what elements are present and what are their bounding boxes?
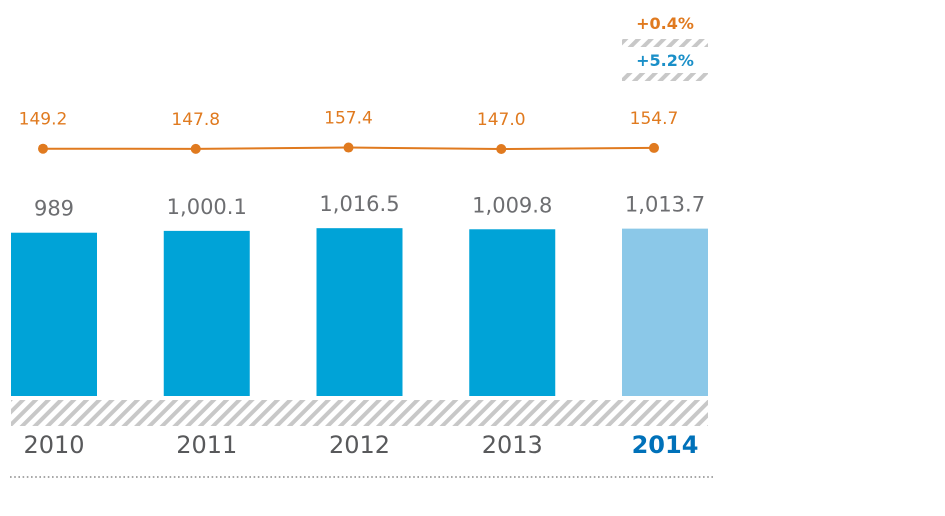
line-value-label-2014: 154.7 xyxy=(630,109,679,129)
line-value-label-2013: 147.0 xyxy=(477,110,526,130)
bar-2014 xyxy=(622,228,708,396)
bar-2013 xyxy=(469,229,556,396)
bar-value-label-2010: 989 xyxy=(34,197,74,221)
line-point-2011 xyxy=(190,143,201,154)
bars-layer xyxy=(11,228,708,396)
year-label-2011: 2011 xyxy=(176,431,237,459)
line-point-2014 xyxy=(649,142,659,153)
annotation-bar-hatch xyxy=(622,73,708,81)
bar-2011 xyxy=(163,230,250,396)
year-label-2013: 2013 xyxy=(482,431,543,459)
annotation-line-change: +0.4% xyxy=(636,14,694,33)
line-layer xyxy=(38,142,659,154)
line-point-2013 xyxy=(496,144,507,154)
bar-2010 xyxy=(11,232,97,396)
line-value-label-2011: 147.8 xyxy=(171,110,220,130)
year-label-2010: 2010 xyxy=(23,431,84,459)
bar-2012 xyxy=(316,228,403,396)
bar-value-label-2012: 1,016.5 xyxy=(319,192,399,216)
line-point-2012 xyxy=(343,142,354,153)
bar-value-label-2014: 1,013.7 xyxy=(625,193,705,217)
line-point-2010 xyxy=(38,143,48,154)
annotation-bar-change: +5.2% xyxy=(636,51,694,70)
line-value-label-2010: 149.2 xyxy=(19,110,68,130)
year-label-2012: 2012 xyxy=(329,431,390,459)
labels-layer: 989 2010 1,000.1 2011 1,016.5 2012 1,009.8 2013… xyxy=(19,109,705,459)
annotation-line-hatch xyxy=(622,39,708,47)
year-label-2014: 2014 xyxy=(632,431,699,459)
baseline-hatch-strip xyxy=(11,400,708,426)
line-value-label-2012: 157.4 xyxy=(324,109,373,129)
bar-value-label-2011: 1,000.1 xyxy=(167,195,247,219)
bar-value-label-2013: 1,009.8 xyxy=(472,193,552,217)
